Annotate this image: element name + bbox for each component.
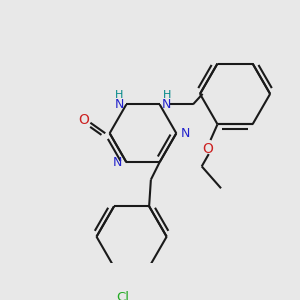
Text: H: H — [115, 90, 124, 100]
Text: O: O — [78, 113, 89, 127]
Text: H: H — [163, 90, 171, 100]
Text: O: O — [202, 142, 213, 156]
Text: N: N — [115, 98, 124, 111]
Text: N: N — [113, 156, 122, 169]
Text: N: N — [180, 127, 190, 140]
Text: N: N — [162, 98, 171, 111]
Text: Cl: Cl — [116, 291, 129, 300]
